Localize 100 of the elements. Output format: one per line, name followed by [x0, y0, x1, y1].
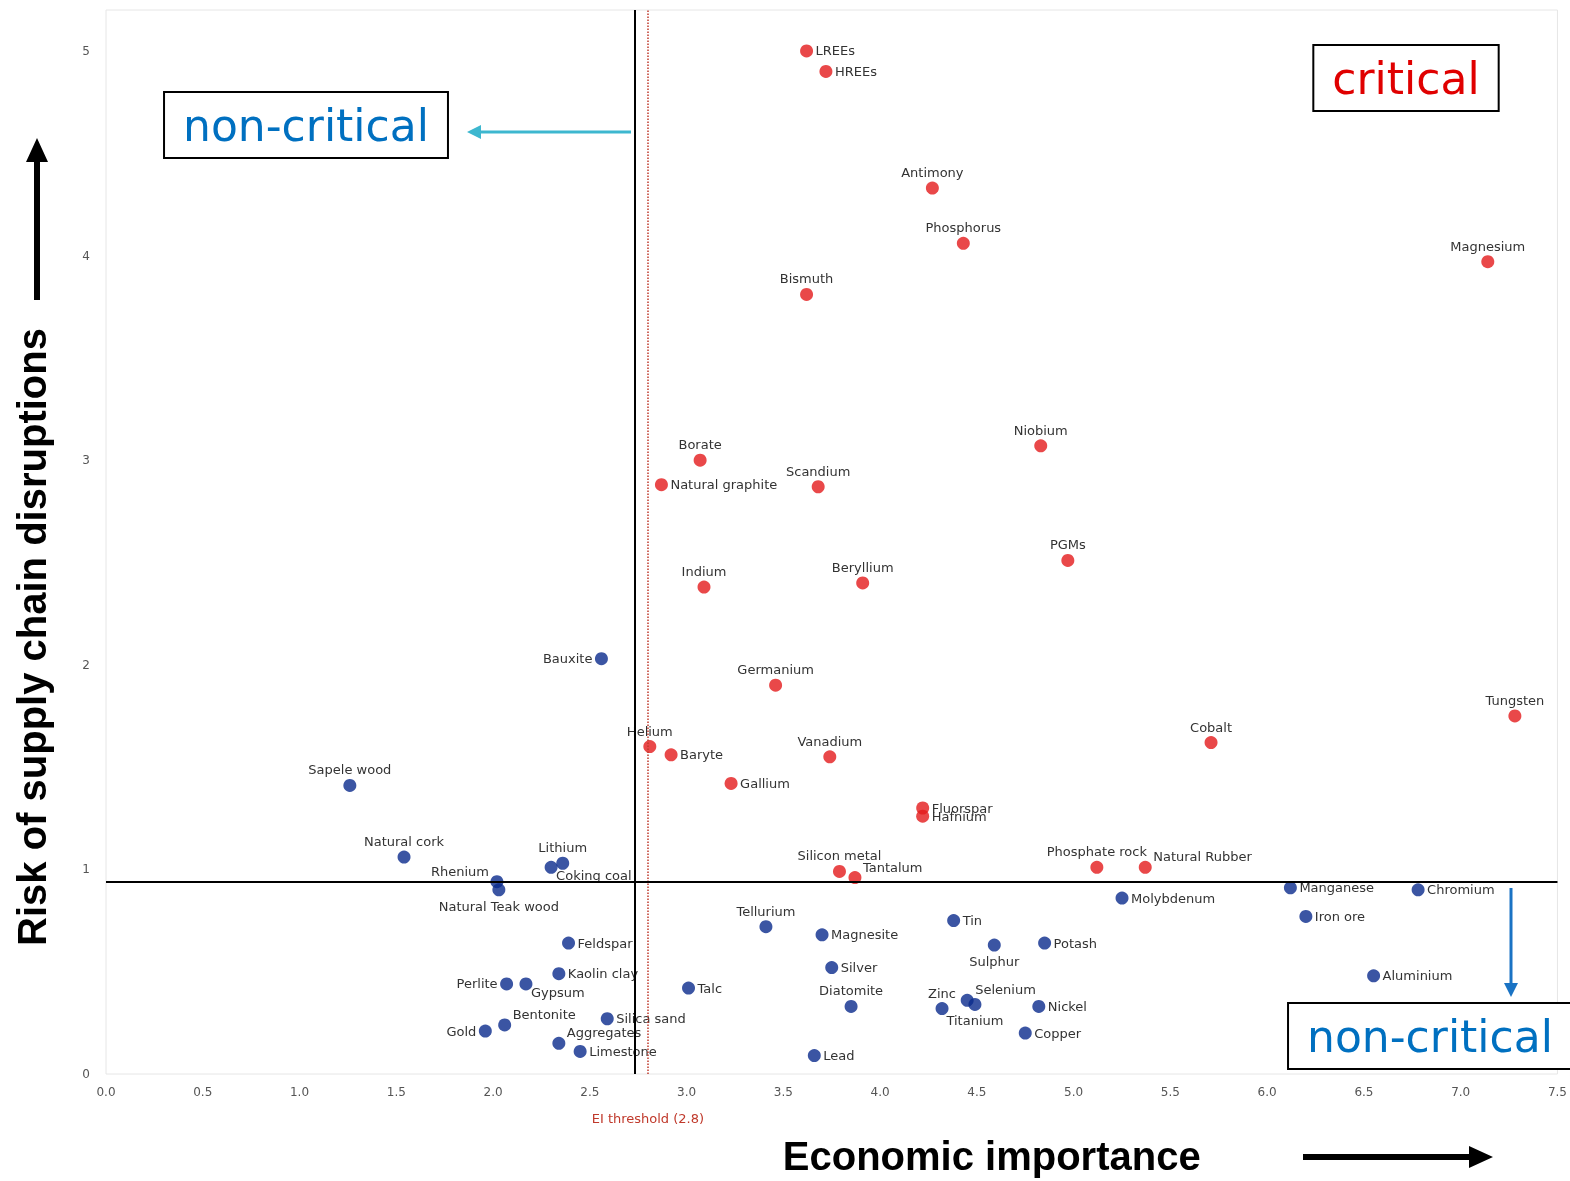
- point: [594, 652, 608, 666]
- annotation: Indium: [681, 564, 727, 580]
- x-tick-label: 1.5: [386, 1085, 406, 1099]
- annotation: Bauxite: [542, 651, 593, 667]
- x-tick-label: 1.0: [289, 1085, 310, 1099]
- point: [1034, 439, 1048, 453]
- annotation: Gypsum: [530, 984, 585, 1000]
- annotation: Molybdenum: [1131, 890, 1216, 906]
- x-tick-label: 3.5: [773, 1085, 793, 1099]
- x-tick-label: 2.5: [580, 1085, 600, 1099]
- point: [956, 236, 970, 250]
- annotation: Natural cork: [364, 834, 445, 850]
- point: [916, 809, 930, 823]
- annotation: Borate: [678, 437, 722, 453]
- point: [987, 938, 1001, 952]
- point: [1018, 1026, 1032, 1040]
- point: [807, 1049, 821, 1063]
- point: [968, 997, 982, 1011]
- point: [397, 850, 411, 864]
- point: [498, 1018, 512, 1032]
- annotation: Sapele wood: [308, 762, 392, 778]
- annotation: Lithium: [538, 840, 588, 856]
- point: [1411, 883, 1425, 897]
- annotation: Iron ore: [1314, 908, 1366, 924]
- point: [1090, 860, 1104, 874]
- x-tick-label: 3.0: [677, 1085, 697, 1099]
- annotation: critical: [1332, 52, 1480, 104]
- x-axis-title: Economic importance: [782, 1134, 1201, 1178]
- annotation: Natural graphite: [670, 477, 778, 493]
- annotation: Titanium: [945, 1013, 1004, 1029]
- annotation: non-critical: [1307, 1010, 1553, 1062]
- point: [819, 64, 833, 78]
- annotation: Lead: [823, 1048, 855, 1064]
- y-tick-label: 0: [82, 1067, 90, 1081]
- point: [1299, 909, 1313, 923]
- annotation: Tungsten: [1484, 692, 1545, 708]
- annotation: Scandium: [785, 463, 851, 479]
- annotation: Antimony: [901, 165, 964, 181]
- point: [844, 999, 858, 1013]
- point: [492, 883, 506, 897]
- annotation: LREEs: [815, 43, 856, 59]
- y-axis-title: Risk of supply chain disruptions: [10, 328, 54, 946]
- point: [800, 287, 814, 301]
- point: [1204, 736, 1218, 750]
- point: [1138, 860, 1152, 874]
- point: [654, 478, 668, 492]
- point: [478, 1024, 492, 1038]
- annotation: HREEs: [834, 63, 878, 79]
- point: [947, 914, 961, 928]
- point: [500, 977, 514, 991]
- point: [769, 678, 783, 692]
- point: [573, 1045, 587, 1058]
- x-tick-label: 5.5: [1160, 1085, 1180, 1099]
- x-tick-label: 7.0: [1451, 1085, 1471, 1099]
- ref-line-label: EI threshold (2.8): [591, 1111, 705, 1126]
- point: [519, 977, 533, 991]
- point: [825, 961, 839, 975]
- x-tick-label: 6.0: [1257, 1085, 1277, 1099]
- annotation: Niobium: [1013, 422, 1068, 438]
- annotation: Cobalt: [1190, 719, 1233, 735]
- annotation: Perlite: [456, 976, 498, 992]
- y-tick-label: 4: [82, 248, 90, 263]
- annotation: Bentonite: [512, 1006, 576, 1022]
- annotation: Diatomite: [819, 983, 884, 999]
- annotation: Talc: [696, 980, 723, 996]
- y-tick-label: 1: [82, 862, 90, 877]
- annotation: Magnesite: [831, 927, 899, 943]
- annotation: Aluminium: [1382, 968, 1453, 984]
- point: [693, 453, 707, 467]
- point: [682, 981, 696, 995]
- point: [925, 181, 939, 195]
- point: [1038, 936, 1052, 950]
- annotation: non-critical: [183, 99, 429, 151]
- point: [1032, 999, 1046, 1013]
- point: [800, 44, 814, 58]
- point: [697, 580, 711, 594]
- annotation: Manganese: [1299, 880, 1375, 896]
- annotation: Tin: [961, 913, 983, 929]
- annotation: Magnesium: [1450, 238, 1526, 254]
- y-tick-label: 3: [82, 453, 90, 468]
- point: [1508, 709, 1522, 723]
- x-tick-label: 7.5: [1547, 1085, 1567, 1099]
- annotation: Potash: [1053, 935, 1098, 951]
- point: [815, 928, 829, 942]
- annotation: Coking coal: [556, 868, 632, 884]
- point: [552, 1036, 566, 1050]
- point: [562, 936, 576, 950]
- annotation: Rhenium: [430, 863, 489, 879]
- point: [724, 776, 738, 790]
- annotation: Phosphorus: [925, 220, 1002, 236]
- point: [1061, 553, 1075, 567]
- point: [1481, 255, 1495, 269]
- x-tick-label: 0.5: [193, 1085, 213, 1099]
- annotation: Feldspar: [577, 935, 634, 951]
- annotation: Zinc: [928, 985, 956, 1001]
- x-tick-label: 2.0: [483, 1085, 503, 1099]
- annotation: Chromium: [1427, 882, 1495, 898]
- point: [935, 1002, 949, 1016]
- annotation: Gallium: [740, 775, 790, 791]
- point: [600, 1012, 614, 1026]
